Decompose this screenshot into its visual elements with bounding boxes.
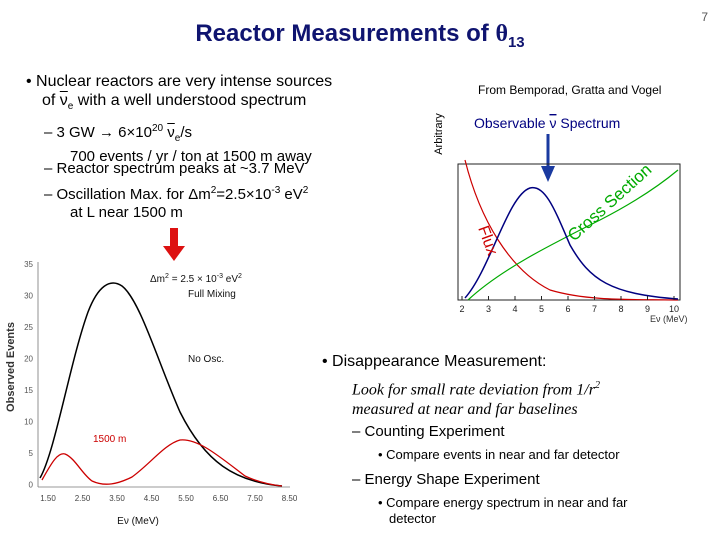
events-ytick-label: 25 xyxy=(24,323,33,332)
observable-spectrum-label: Observable ν Spectrum xyxy=(474,115,620,131)
events-xtick-label: 6.50 xyxy=(213,494,229,503)
red-down-arrow-icon xyxy=(163,228,185,261)
spectrum-plot: Arbitrary From Bemporad, Gratta and Voge… xyxy=(433,83,688,324)
annotation-dm2: Δm2 = 2.5 × 10-3 eV2 xyxy=(150,273,242,285)
events-ytick-label: 20 xyxy=(24,355,33,364)
slide-title: Reactor Measurements of θ13 xyxy=(195,20,525,51)
events-xtick-label: 8.50 xyxy=(282,494,298,503)
spectrum-xtick-label: 8 xyxy=(618,304,623,314)
events-ylabel: Observed Events xyxy=(5,322,17,412)
events-xtick-label: 7.50 xyxy=(247,494,263,503)
osc-1500m-curve xyxy=(41,439,283,487)
events-xtick-label: 1.50 xyxy=(40,494,56,503)
events-xticks: 1.50 2.50 3.50 4.50 5.50 6.50 7.50 8.50 xyxy=(40,494,298,503)
label-1500m: 1500 m xyxy=(93,434,126,445)
annotation-full-mixing: Full Mixing xyxy=(188,289,236,300)
spectrum-xtick-label: 5 xyxy=(539,304,544,314)
spectrum-xlabel: Eν (MeV) xyxy=(650,314,688,324)
events-ytick-label: 30 xyxy=(24,292,33,301)
events-yticks: 35 30 25 20 15 10 5 0 xyxy=(24,260,33,490)
spectrum-xtick-label: 7 xyxy=(592,304,597,314)
flux-curve xyxy=(464,159,679,301)
spectrum-xticks: 2 3 4 5 6 7 8 9 10 xyxy=(459,296,679,314)
spectrum-ylabel: Arbitrary xyxy=(433,113,445,155)
events-xtick-label: 2.50 xyxy=(75,494,91,503)
events-ytick-label: 0 xyxy=(29,481,34,490)
spectrum-xtick-label: 6 xyxy=(565,304,570,314)
bullet-disappearance: • Disappearance Measurement: xyxy=(322,353,547,370)
events-xlabel: Eν (MeV) xyxy=(117,516,159,527)
sub-bullet-power: – 3 GW → 6×1020 νe/s 700 events / yr / t… xyxy=(44,123,312,165)
observable-curve xyxy=(464,186,679,300)
events-ytick-label: 5 xyxy=(29,449,34,458)
sub-bullet-counting: – Counting Experiment xyxy=(352,423,505,440)
sub-bullet-shape: – Energy Shape Experiment xyxy=(352,471,540,488)
cross-section-curve xyxy=(467,169,679,301)
events-ytick-label: 35 xyxy=(24,260,33,269)
bullet-reactor-sources: • Nuclear reactors are very intense sour… xyxy=(26,73,333,113)
sub-bullet-peak: – Reactor spectrum peaks at ~3.7 MeV xyxy=(44,160,305,177)
spectrum-xtick-label: 3 xyxy=(486,304,491,314)
events-xtick-label: 5.50 xyxy=(178,494,194,503)
spectrum-source: From Bemporad, Gratta and Vogel xyxy=(478,83,661,97)
events-ytick-label: 10 xyxy=(24,418,33,427)
spectrum-xtick-label: 2 xyxy=(459,304,464,314)
events-ytick-label: 15 xyxy=(24,386,33,395)
sub-sub-bullet-counting: • Compare events in near and far detecto… xyxy=(378,447,620,462)
spectrum-xtick-label: 9 xyxy=(645,304,650,314)
label-no-osc: No Osc. xyxy=(188,354,224,365)
spectrum-xtick-label: 10 xyxy=(669,304,679,314)
no-osc-curve xyxy=(39,282,283,487)
spectrum-frame xyxy=(457,163,681,301)
sub-sub-bullet-shape: • Compare energy spectrum in near and fa… xyxy=(378,495,628,526)
events-xtick-label: 4.50 xyxy=(144,494,160,503)
cross-section-label: Cross Section xyxy=(564,160,655,245)
events-plot: Observed Events 35 30 25 20 15 10 5 0 1.50 2.50 3… xyxy=(5,260,298,527)
italic-description: Look for small rate deviation from 1/r2 … xyxy=(352,380,600,419)
flux-label: Flux xyxy=(474,224,500,258)
events-xtick-label: 3.50 xyxy=(109,494,125,503)
sub-bullet-oscillation: – Oscillation Max. for Δm2=2.5×10-3 eV2 … xyxy=(44,185,309,221)
spectrum-xtick-label: 4 xyxy=(512,304,517,314)
page-number: 7 xyxy=(701,10,708,24)
